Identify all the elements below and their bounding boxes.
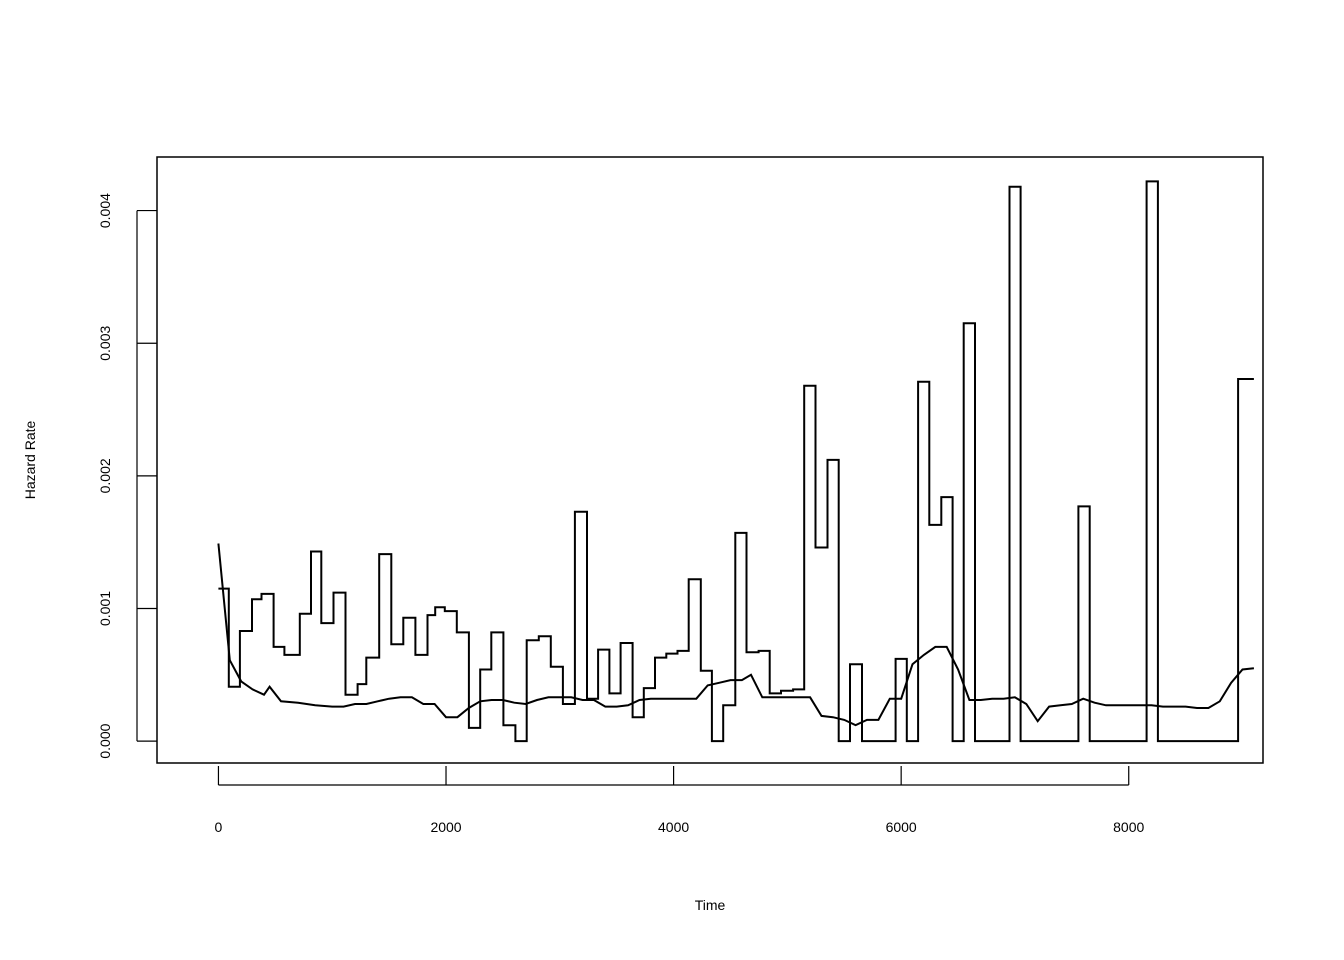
y-tick-label: 0.004 xyxy=(97,193,113,228)
y-tick-label: 0.002 xyxy=(97,458,113,493)
step-hazard-series xyxy=(218,180,1254,743)
y-tick-label: 0.003 xyxy=(97,325,113,360)
y-tick-label: 0.001 xyxy=(97,591,113,626)
x-axis-label: Time xyxy=(695,897,726,913)
smoothed-hazard-series xyxy=(217,543,1255,727)
x-tick-label: 4000 xyxy=(658,819,689,835)
x-tick-label: 6000 xyxy=(886,819,917,835)
x-tick-label: 8000 xyxy=(1113,819,1144,835)
y-tick-label: 0.000 xyxy=(97,723,113,758)
x-axis: 0 2000 4000 6000 8000 xyxy=(215,766,1145,835)
y-axis-label: Hazard Rate xyxy=(22,420,38,499)
x-tick-label: 2000 xyxy=(430,819,461,835)
y-axis: 0.000 0.001 0.002 0.003 0.004 xyxy=(97,193,157,759)
x-tick-label: 0 xyxy=(215,819,223,835)
series-layer xyxy=(217,180,1255,743)
plot-frame xyxy=(156,156,1264,764)
